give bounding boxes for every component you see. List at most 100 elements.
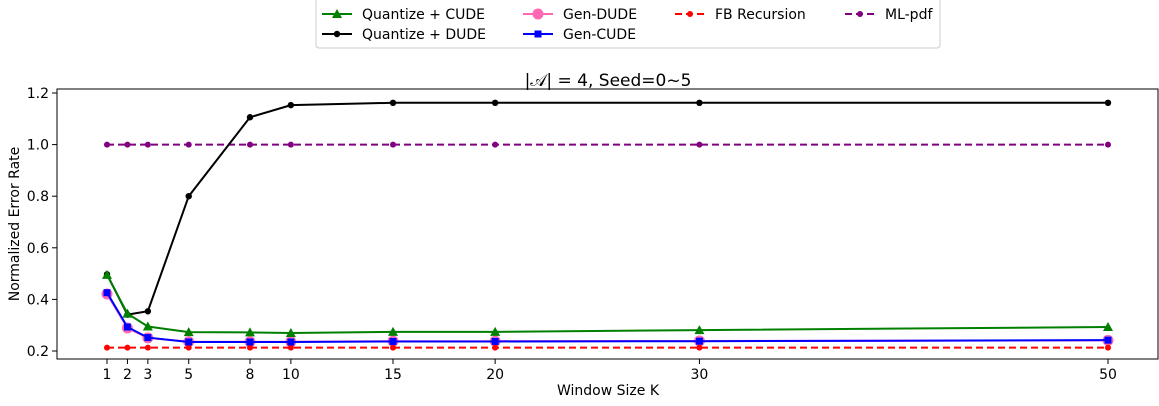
data-point (103, 289, 111, 297)
data-point (1105, 141, 1111, 148)
data-point (390, 344, 396, 351)
data-point (696, 99, 703, 107)
data-point (183, 327, 194, 337)
data-point (534, 30, 542, 38)
legend-label: FB Recursion (715, 7, 806, 23)
x-tick-label: 20 (486, 367, 504, 383)
data-point (1105, 344, 1111, 351)
data-point (144, 141, 151, 148)
data-point (491, 337, 499, 345)
data-point (247, 344, 253, 351)
x-tick-label: 1 (103, 367, 112, 383)
legend-entry: Gen-DUDE (523, 7, 637, 23)
data-point (245, 327, 255, 337)
legend-label: Quantize + DUDE (362, 27, 486, 43)
data-point (123, 323, 131, 331)
data-point (388, 326, 398, 336)
y-tick-label: 1.2 (27, 86, 49, 102)
series-fb-recursion (104, 344, 1111, 351)
data-point (122, 308, 133, 318)
data-point (390, 141, 396, 148)
data-point (532, 8, 544, 20)
y-axis-label: Normalized Error Rate (7, 147, 23, 302)
data-point (490, 326, 501, 336)
y-tick-label: 0.8 (27, 189, 49, 205)
series-quantize-dude (103, 99, 1112, 318)
data-point (1104, 336, 1112, 344)
legend-label: Gen-CUDE (563, 27, 636, 43)
series-gen-cude (103, 289, 1112, 346)
legend-entry: Gen-CUDE (523, 27, 636, 43)
series-quantize-cude (102, 269, 1113, 337)
data-point (185, 344, 192, 351)
series-line (106, 274, 1109, 334)
data-point (247, 141, 253, 148)
data-point (332, 9, 342, 18)
x-axis: 1 2 3 5 8 10 15 20 30 50 (103, 359, 1117, 383)
data-point (389, 337, 397, 345)
data-point (287, 338, 295, 346)
chart-title: |𝒜| = 4, Seed=0~5 (525, 71, 692, 91)
data-point (1103, 322, 1113, 332)
y-axis: 0.2 0.4 0.6 0.8 1.0 1.2 (27, 86, 57, 360)
y-tick-label: 0.2 (27, 344, 49, 360)
legend-label: Gen-DUDE (563, 7, 637, 23)
data-point (142, 321, 153, 331)
legend-entry: ML-pdf (845, 7, 933, 23)
legend-label: ML-pdf (885, 7, 933, 23)
data-point (285, 327, 296, 337)
y-tick-label: 0.6 (27, 241, 49, 257)
y-tick-label: 1.0 (27, 138, 49, 154)
x-tick-label: 8 (246, 367, 255, 383)
data-point (185, 141, 192, 148)
plot-frame (56, 88, 1159, 360)
x-tick-label: 3 (143, 367, 152, 383)
data-point (333, 30, 341, 38)
data-point (687, 11, 693, 17)
data-point (696, 141, 703, 148)
data-point (287, 344, 294, 351)
data-point (124, 141, 131, 148)
series-layer (101, 99, 1114, 351)
data-point (246, 338, 254, 346)
data-point (104, 141, 110, 148)
series-ml-pdf (104, 141, 1111, 148)
x-tick-label: 30 (691, 367, 709, 383)
legend-entry: Quantize + CUDE (322, 7, 485, 23)
data-point (492, 141, 499, 148)
data-point (695, 337, 703, 345)
series-line (106, 101, 1108, 316)
legend-entry: Quantize + DUDE (322, 27, 486, 43)
data-point (491, 99, 499, 107)
x-tick-label: 5 (184, 367, 193, 383)
data-point (124, 344, 131, 351)
x-axis-label: Window Size K (557, 383, 660, 399)
legend-entry: FB Recursion (675, 7, 806, 23)
x-tick-label: 15 (384, 367, 402, 383)
data-point (1104, 99, 1112, 107)
data-point (102, 269, 112, 279)
data-point (246, 114, 254, 121)
legend-frame (315, 0, 941, 49)
legend: Quantize + CUDE Quantize + DUDE Gen-DUDE Ge… (315, 0, 941, 49)
data-point (185, 193, 192, 200)
data-point (492, 344, 499, 351)
data-point (185, 338, 193, 346)
data-point (287, 101, 295, 109)
data-point (144, 334, 152, 342)
x-tick-label: 10 (282, 367, 300, 383)
data-point (144, 344, 151, 351)
x-tick-label: 2 (123, 367, 132, 383)
data-point (104, 344, 110, 351)
y-tick-label: 0.4 (27, 292, 49, 308)
legend-label: Quantize + CUDE (362, 7, 485, 23)
series-line (106, 293, 1109, 343)
data-point (144, 308, 152, 315)
series-gen-dude (101, 288, 1114, 348)
series-line (106, 292, 1109, 343)
data-point (857, 11, 863, 17)
data-point (389, 99, 397, 107)
data-point (287, 141, 294, 148)
x-tick-label: 50 (1099, 367, 1117, 383)
